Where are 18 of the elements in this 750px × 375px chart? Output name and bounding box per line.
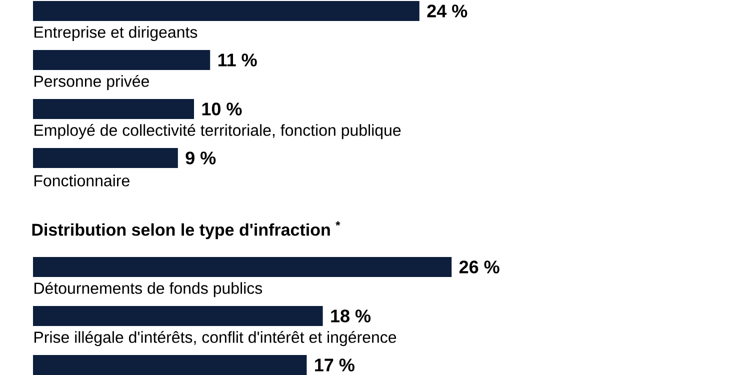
data-label: 9 % xyxy=(186,152,216,164)
data-label: 18 % xyxy=(331,310,371,322)
bar xyxy=(33,0,420,21)
chart-title: Distribution selon le type d'infraction $^{*}$ xyxy=(32,221,340,240)
data-label: 11 % xyxy=(218,54,257,66)
data-label: 17 % xyxy=(315,358,354,372)
data-label: 10 % xyxy=(202,102,242,116)
bar xyxy=(33,148,178,168)
y-tick-label: Prise illégale d'intérêts, conflit d'intérêt et ingérence xyxy=(34,330,396,346)
y-tick-label: Entreprise et dirigeants xyxy=(34,26,198,41)
data-label: 24 % xyxy=(427,4,468,18)
bar xyxy=(33,50,210,70)
bar xyxy=(33,99,194,119)
y-tick-label: Fonctionnaire xyxy=(34,174,130,186)
y-tick-label: Détournements de fonds publics xyxy=(34,282,262,298)
y-tick-label: Employé de collectivité territoriale, fonction publique xyxy=(34,124,401,140)
data-label: 26 % xyxy=(459,260,500,274)
y-tick-label: Personne privée xyxy=(34,74,149,90)
